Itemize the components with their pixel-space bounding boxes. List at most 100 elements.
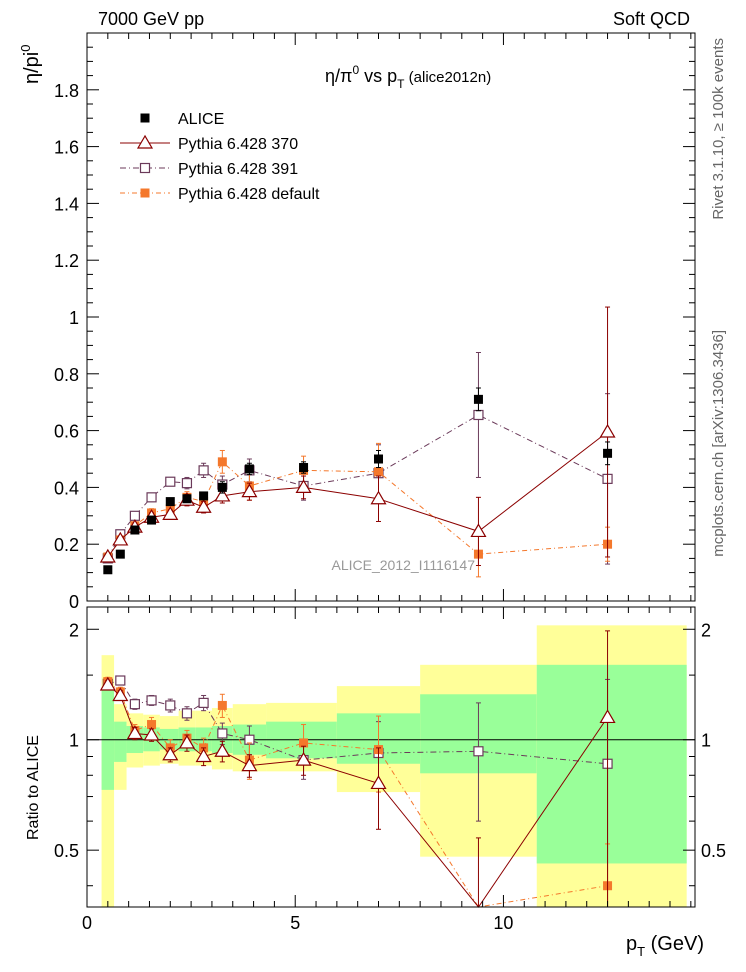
ratio-p370-point	[195, 748, 212, 763]
xlabel: pT (GeV)	[626, 933, 704, 959]
main-p370-point	[470, 523, 487, 538]
legend-pdefault-label: Pythia 6.428 default	[178, 186, 320, 203]
main-data-point	[244, 464, 254, 474]
y-tick-label: 1.8	[54, 81, 79, 101]
ratio-y-tick-label-left: 1	[69, 731, 79, 751]
main-p370-point	[295, 479, 312, 493]
main-y-axis: 0 0.2 0.4 0.6 0.8 1 1.2 1.4 1.6 1.8	[54, 33, 695, 612]
main-p391-point	[181, 478, 193, 489]
main-p370-point	[370, 490, 387, 505]
main-data-point	[103, 565, 113, 575]
main-series	[99, 306, 616, 578]
ratio-pdefault-point	[147, 720, 157, 730]
legend-p370-label: Pythia 6.428 370	[178, 136, 298, 153]
ratio-y-tick-label-right: 1	[701, 731, 711, 751]
ratio-y-tick-label-left: 0.5	[54, 841, 79, 861]
ratio-y-tick-label-right: 0.5	[701, 841, 726, 861]
xlabel-main: p	[626, 933, 637, 955]
y-tick-label: 1.4	[54, 194, 79, 214]
ratio-p391-point	[217, 728, 228, 739]
main-panel: 00.20.40.60.811.21.41.61.8 η/π0 vs pT (a…	[18, 32, 696, 612]
main-p391-point	[165, 476, 176, 487]
legend: ALICE Pythia 6.428 370 Pythia 6.428 391 Pyt…	[120, 111, 320, 203]
main-data-point	[217, 482, 227, 492]
title-tag: (alice2012n)	[404, 69, 491, 86]
ratio-ylabel: Ratio to ALICE	[25, 735, 42, 840]
x-tick-label: 10	[493, 913, 513, 933]
process-label: Soft QCD	[613, 9, 690, 29]
title-sub: T	[397, 77, 405, 91]
ratio-y-tick-label-left: 2	[69, 620, 79, 640]
legend-p391-marker	[139, 162, 151, 174]
ratio-panel: 0.5 0.5 1 1 2 2 0 5 10 Ratio to ALICE pT (GeV)	[25, 606, 726, 959]
ratio-p370-point	[112, 687, 129, 702]
main-p391-point	[129, 510, 140, 521]
main-data-point	[473, 394, 483, 404]
ratio-p391-point	[181, 708, 193, 719]
ratio-p391-point	[115, 675, 126, 686]
legend-data-marker	[140, 113, 150, 123]
y-tick-label: 0.4	[54, 478, 79, 498]
ratio-bands	[101, 625, 687, 907]
mcplots-label: mcplots.cern.ch [arXiv:1306.3436]	[710, 330, 727, 557]
main-p370-point	[112, 531, 129, 546]
ratio-p391-point	[165, 700, 176, 711]
main-data-point	[299, 463, 309, 473]
ylabel-sup: 0	[18, 45, 33, 52]
ratio-series	[99, 630, 616, 908]
y-tick-label: 0	[69, 592, 79, 612]
y-tick-label: 0.8	[54, 365, 79, 385]
main-data-point	[115, 549, 125, 559]
ratio-p370-point	[126, 725, 143, 740]
ratio-x-axis: 0 5 10	[82, 607, 692, 933]
main-pdefault-point	[217, 457, 227, 467]
main-data-point	[199, 491, 209, 501]
main-data-point	[130, 525, 140, 535]
title-main: η/π	[325, 66, 352, 86]
ratio-p370-point	[143, 726, 160, 741]
main-p370-point	[195, 499, 212, 513]
main-pdefault-point	[374, 467, 384, 477]
main-data-point	[374, 454, 384, 464]
ratio-p370-point	[178, 734, 195, 749]
ratio-p370-point	[599, 709, 616, 724]
main-data-point	[603, 448, 613, 458]
title-vs: vs p	[359, 66, 397, 86]
x-tick-label: 5	[290, 913, 300, 933]
ratio-band-inner	[114, 721, 127, 762]
rivet-label: Rivet 3.1.10, ≥ 100k events	[710, 38, 727, 220]
ratio-p391-point	[129, 699, 140, 710]
xlabel-unit: (GeV)	[645, 933, 704, 955]
main-data-point	[165, 497, 175, 507]
main-p370-point	[99, 548, 116, 563]
ratio-y-axis: 0.5 0.5 1 1 2 2	[54, 620, 726, 887]
ratio-p391-point	[473, 746, 484, 757]
main-p370-point	[162, 506, 179, 520]
main-data-point	[147, 515, 157, 525]
ratio-band-inner	[101, 688, 115, 790]
main-pdefault-line	[107, 460, 608, 558]
main-title: η/π0 vs pT (alice2012n)	[325, 63, 491, 91]
ratio-p370-point	[370, 775, 387, 790]
ratio-pdefault-point	[299, 738, 309, 748]
y-tick-label: 1.6	[54, 138, 79, 158]
xlabel-sub: T	[637, 944, 645, 959]
legend-p391-label: Pythia 6.428 391	[178, 161, 298, 178]
main-p391-point	[146, 492, 157, 503]
main-p391-point	[473, 409, 484, 421]
ratio-p370-point	[99, 676, 116, 691]
y-tick-label: 0.2	[54, 535, 79, 555]
ratio-y-tick-label-right: 2	[701, 620, 711, 640]
legend-data-label: ALICE	[178, 111, 224, 128]
energy-label: 7000 GeV pp	[98, 9, 204, 29]
legend-pdefault-marker	[140, 188, 150, 198]
y-tick-label: 1.2	[54, 251, 79, 271]
legend-p370-marker	[136, 134, 154, 149]
ratio-p370-point	[162, 746, 179, 761]
title-sup: 0	[352, 63, 359, 77]
main-p370-point	[241, 483, 258, 498]
ratio-p391-point	[146, 695, 157, 706]
y-tick-label: 0.6	[54, 422, 79, 442]
ratio-p370-point	[214, 743, 231, 757]
